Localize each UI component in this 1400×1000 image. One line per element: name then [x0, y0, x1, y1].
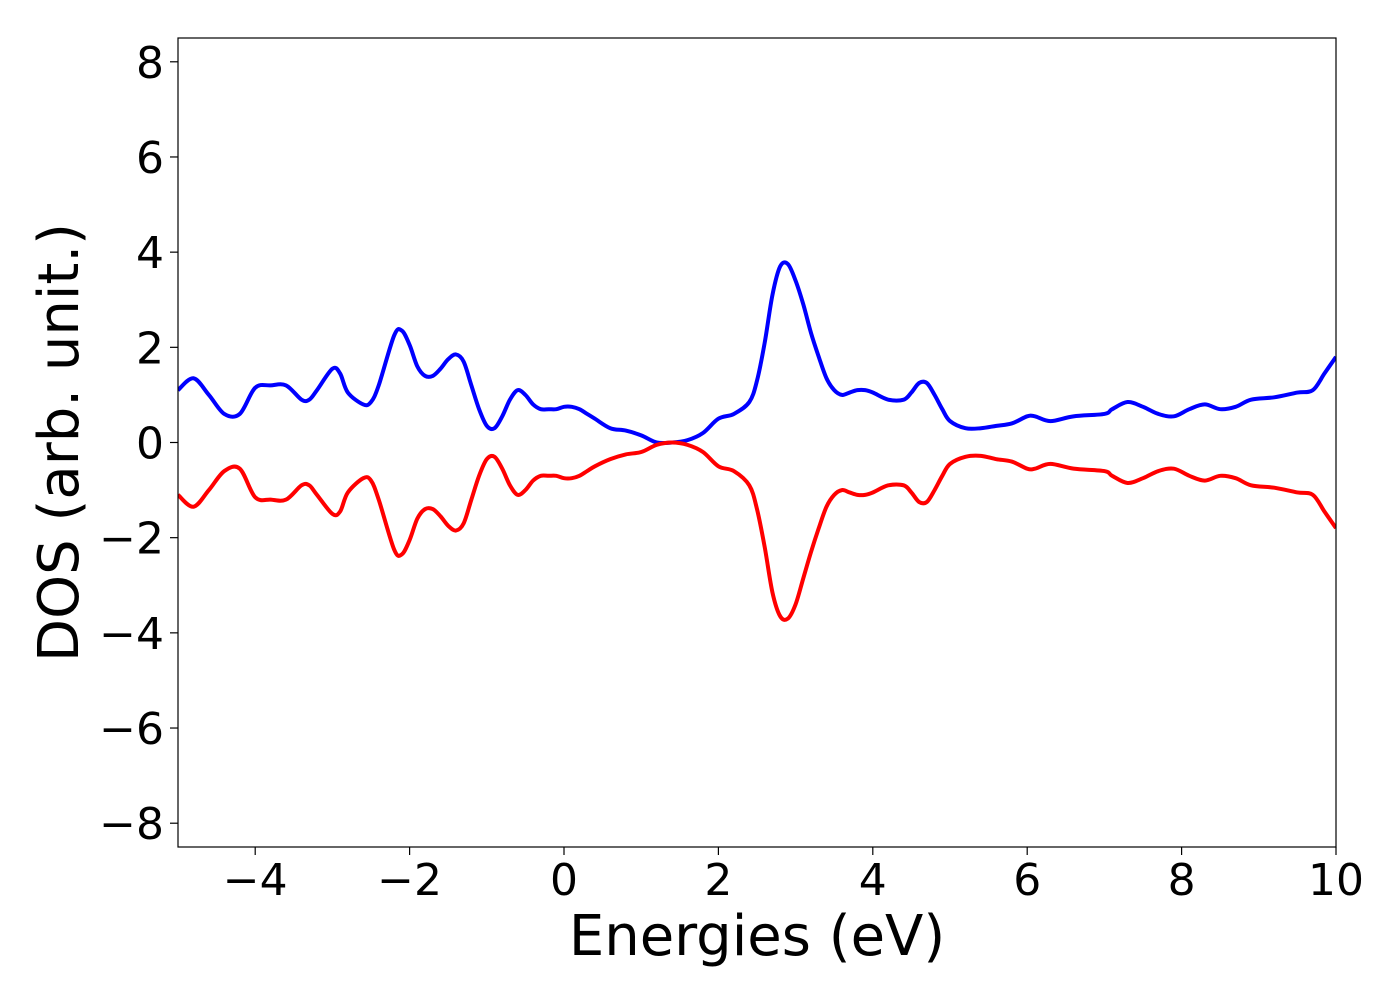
series-layer — [178, 260, 1336, 622]
series-line-2 — [178, 440, 1336, 622]
y-tick-label: 8 — [136, 38, 164, 89]
y-axis-title: DOS (arb. unit.) — [27, 223, 92, 662]
series-line-1 — [178, 260, 1336, 446]
x-tick-label: 10 — [1308, 855, 1364, 906]
x-tick-label: −4 — [223, 855, 288, 906]
plot-frame — [177, 37, 1337, 848]
x-tick-label: 2 — [704, 855, 732, 906]
x-tick-label: 0 — [550, 855, 578, 906]
x-tick-label: −2 — [377, 855, 442, 906]
x-tick-label: 8 — [1168, 855, 1196, 906]
x-tick-label: 4 — [859, 855, 887, 906]
ticks-layer: −4 −2 0 2 4 6 8 10 8 6 4 2 0 −2 −4 −6 −8 — [99, 38, 1364, 906]
y-tick-label: −2 — [99, 514, 164, 565]
y-tick-label: 2 — [136, 323, 164, 374]
y-tick-label: −4 — [99, 609, 164, 660]
x-tick-label: 6 — [1013, 855, 1041, 906]
x-axis-title: Energies (eV) — [569, 904, 945, 969]
y-tick-label: −6 — [99, 704, 164, 755]
y-tick-label: 4 — [136, 228, 164, 279]
y-tick-label: 6 — [136, 133, 164, 184]
y-tick-label: 0 — [136, 419, 164, 470]
y-tick-label: −8 — [99, 799, 164, 850]
